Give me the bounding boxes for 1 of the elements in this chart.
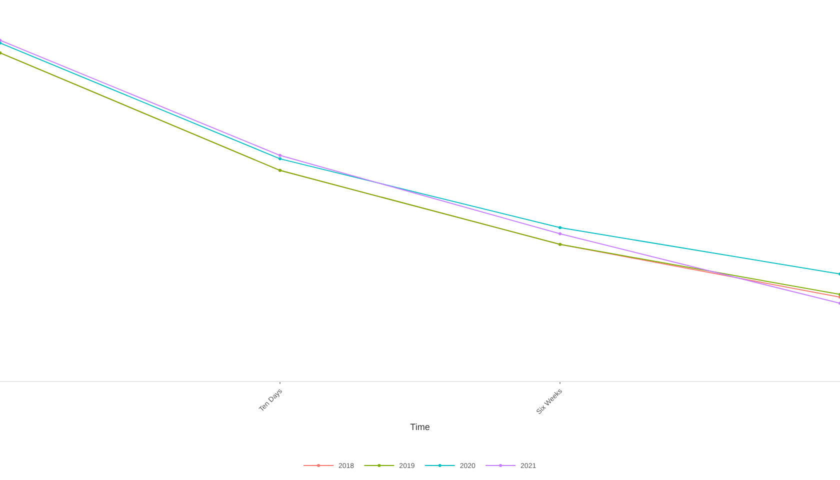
x-axis-title: Time — [410, 422, 430, 432]
